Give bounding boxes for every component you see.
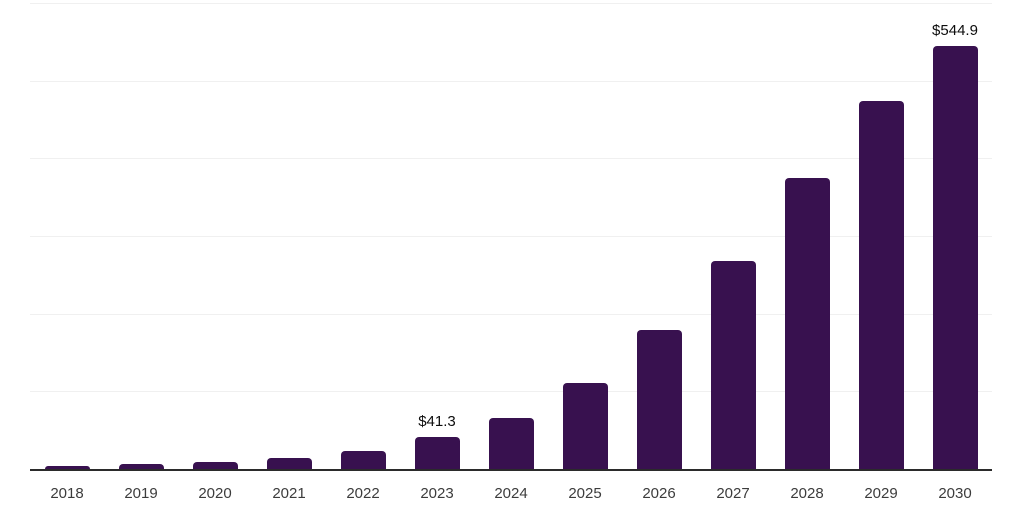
- gridline-300: [30, 236, 992, 237]
- x-tick-2027: 2027: [716, 485, 750, 502]
- gridline-400: [30, 158, 992, 160]
- x-tick-2023: 2023: [420, 485, 454, 502]
- x-tick-2024: 2024: [494, 485, 528, 502]
- x-tick-2022: 2022: [346, 485, 380, 502]
- value-label-2030: $544.9: [932, 21, 978, 39]
- x-tick-2030: 2030: [938, 485, 972, 502]
- x-tick-2019: 2019: [124, 485, 158, 502]
- gridline-200: [30, 313, 992, 315]
- gridline-500: [30, 80, 992, 82]
- bar-2027: [710, 261, 756, 469]
- gridline-600: [30, 3, 992, 4]
- bar-2021: [266, 458, 312, 469]
- x-tick-2026: 2026: [642, 485, 676, 502]
- bar-2028: [784, 177, 830, 469]
- x-tick-2018: 2018: [50, 485, 84, 502]
- bar-2026: [636, 330, 682, 469]
- x-tick-2020: 2020: [198, 485, 232, 502]
- bar-2020: [192, 462, 238, 469]
- x-tick-2021: 2021: [272, 485, 306, 502]
- bar-2022: [340, 450, 386, 469]
- bar-2023: [414, 436, 460, 469]
- gridline-100: [30, 391, 992, 393]
- x-axis-line: [30, 469, 992, 471]
- bar-2030: [932, 45, 978, 469]
- bar-2029: [858, 101, 904, 469]
- value-label-2023: $41.3: [418, 412, 456, 430]
- bar-2019: [118, 464, 164, 469]
- bar-2018: [44, 466, 90, 469]
- x-tick-2029: 2029: [864, 485, 898, 502]
- x-tick-2028: 2028: [790, 485, 824, 502]
- bar-2024: [488, 418, 534, 469]
- x-tick-2025: 2025: [568, 485, 602, 502]
- bar-2025: [562, 382, 608, 469]
